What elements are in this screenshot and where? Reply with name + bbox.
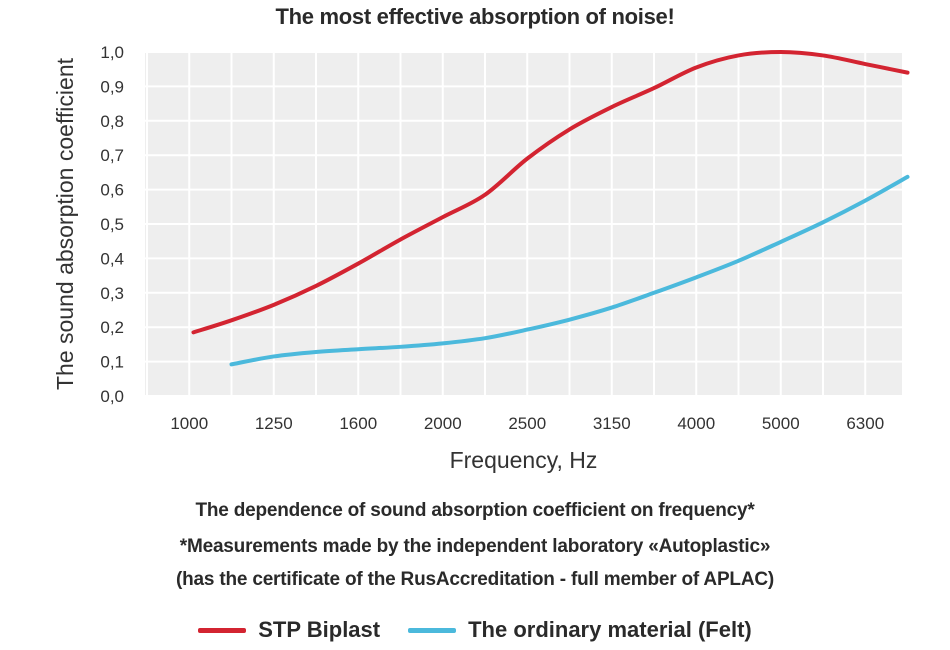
x-tick-label: 3150 (593, 414, 631, 433)
y-tick-label: 0,3 (100, 284, 124, 303)
x-axis-label: Frequency, Hz (450, 447, 598, 473)
legend-label-felt: The ordinary material (Felt) (468, 617, 752, 642)
y-tick-label: 0,7 (100, 146, 124, 165)
y-tick-label: 0,0 (100, 387, 124, 406)
x-tick-label: 6300 (846, 414, 884, 433)
legend-item-stp-biplast: STP Biplast (198, 617, 380, 643)
caption-line-3: (has the certificate of the RusAccredita… (176, 569, 774, 590)
chart-title: The most effective absorption of noise! (275, 4, 675, 29)
y-tick-label: 1,0 (100, 43, 124, 62)
caption-line-2: *Measurements made by the independent la… (179, 536, 771, 557)
chart-legend: STP Biplast The ordinary material (Felt) (0, 617, 950, 643)
x-tick-label: 1600 (339, 414, 377, 433)
y-tick-label: 0,1 (100, 353, 124, 372)
x-tick-label: 4000 (677, 414, 715, 433)
y-tick-label: 0,4 (100, 249, 124, 268)
line-chart: 0,0 0,1 0,2 0,3 0,4 0,5 0,6 0,7 0,8 0,9 1,0 1000 125… (52, 43, 910, 473)
legend-swatch-felt (408, 627, 457, 633)
x-tick-label: 1250 (255, 414, 293, 433)
series-line-stp-biplast (191, 50, 910, 335)
legend-item-felt: The ordinary material (Felt) (408, 617, 752, 643)
x-tick-label: 1000 (170, 414, 208, 433)
series-line-felt (229, 174, 910, 367)
y-axis-label: The sound absorption coefficient (52, 57, 78, 390)
caption-line-1: The dependence of sound absorption coeff… (195, 500, 755, 521)
x-tick-label: 2500 (508, 414, 546, 433)
x-tick-label: 2000 (424, 414, 462, 433)
x-tick-label: 5000 (762, 414, 800, 433)
legend-label-stp-biplast: STP Biplast (258, 617, 381, 642)
y-tick-label: 0,5 (100, 215, 124, 234)
y-tick-label: 0,8 (100, 112, 124, 131)
y-tick-label: 0,6 (100, 181, 124, 200)
y-tick-label: 0,2 (100, 318, 124, 337)
legend-swatch-stp-biplast (198, 627, 247, 633)
y-tick-label: 0,9 (100, 77, 124, 96)
